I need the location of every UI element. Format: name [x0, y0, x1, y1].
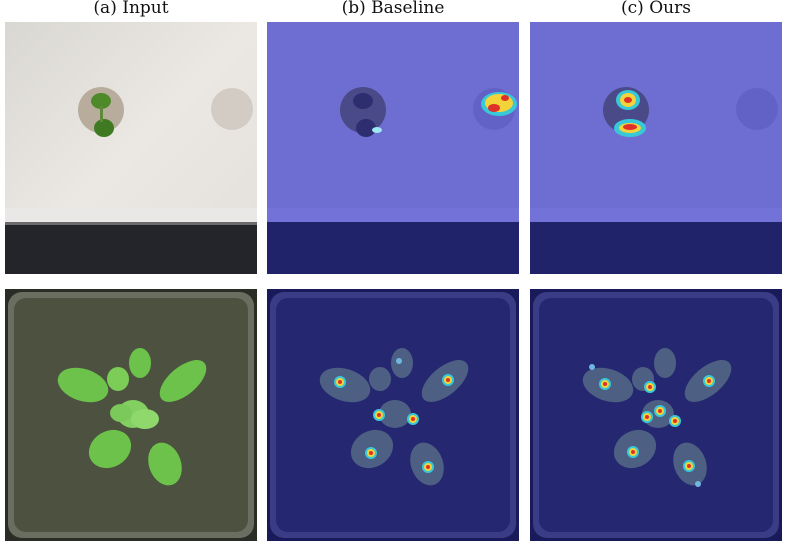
keypoint-marker: [407, 413, 419, 425]
input-image-rosette: [5, 289, 257, 541]
plant-leaves: [57, 348, 207, 486]
keypoint-marker: [373, 409, 385, 421]
heat-blob: [614, 119, 646, 137]
keypoint-marker: [365, 447, 377, 459]
column-title-input: (a) Input: [93, 0, 169, 18]
keypoint-marker: [641, 411, 653, 423]
keypoint-marker: [627, 446, 639, 458]
keypoint-marker: [683, 460, 695, 472]
pot-hole: [211, 88, 253, 130]
column-title-baseline: (b) Baseline: [341, 0, 445, 18]
keypoint-marker: [599, 378, 611, 390]
column-title-ours: (c) Ours: [621, 0, 691, 18]
heat-blob: [481, 92, 517, 116]
input-image-seedling: [5, 22, 257, 274]
baseline-heatmap-rosette: [267, 289, 519, 541]
keypoint-marker: [703, 375, 715, 387]
ours-heatmap-seedling: [530, 22, 782, 274]
keypoint-marker: [442, 374, 454, 386]
keypoint-marker: [334, 376, 346, 388]
keypoint-marker: [654, 405, 666, 417]
heat-blob: [616, 90, 640, 110]
keypoint-marker: [644, 381, 656, 393]
keypoint-marker: [422, 461, 434, 473]
ours-heatmap-rosette: [530, 289, 782, 541]
keypoint-marker: [669, 415, 681, 427]
baseline-heatmap-seedling: [267, 22, 519, 274]
